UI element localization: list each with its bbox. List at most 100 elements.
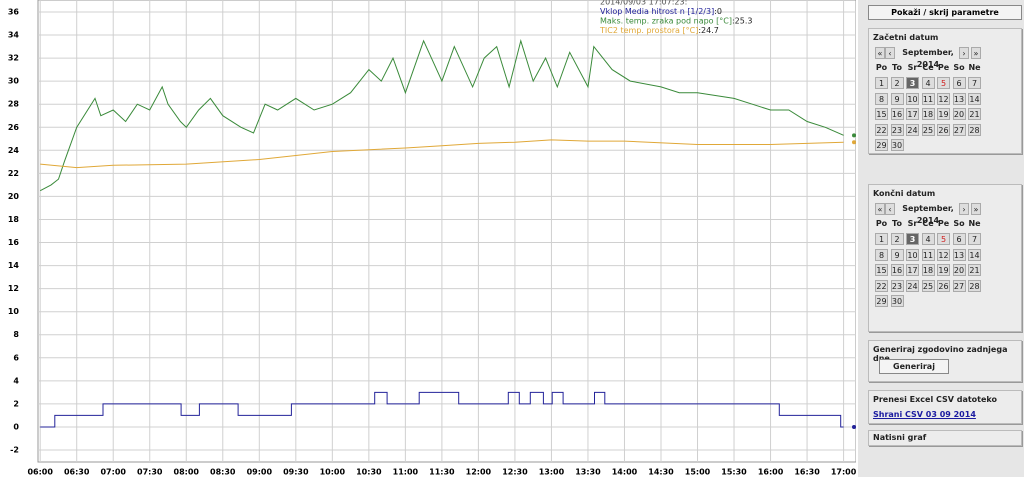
day[interactable]: 1 bbox=[875, 77, 888, 89]
day[interactable]: 13 bbox=[952, 92, 966, 105]
day[interactable]: 28 bbox=[968, 279, 981, 292]
day[interactable]: 14 bbox=[968, 92, 981, 105]
calendar-nav[interactable]: September, 2014 bbox=[902, 204, 954, 225]
y-tick-label: 32 bbox=[8, 54, 19, 63]
day[interactable]: 3 bbox=[906, 233, 919, 245]
toggle-button[interactable]: Pokaži / skrij parametre bbox=[868, 5, 1022, 20]
series-line bbox=[40, 139, 844, 169]
print-label[interactable]: Natisni graf bbox=[873, 433, 927, 442]
calendar-nav[interactable]: » bbox=[971, 47, 981, 59]
day[interactable]: 19 bbox=[937, 108, 950, 120]
legend-entry: Maks. temp. zraka pod napo [°C]:25.3 bbox=[600, 16, 752, 25]
calendar-nav[interactable]: September, 2014 bbox=[902, 48, 954, 69]
day[interactable]: 29 bbox=[875, 295, 888, 307]
legend-name: Vklop Media hitrost n [1/2/3] bbox=[600, 7, 714, 16]
day[interactable]: 19 bbox=[937, 264, 950, 276]
day[interactable]: 26 bbox=[937, 123, 950, 136]
day[interactable]: 14 bbox=[968, 248, 981, 261]
calendar-nav[interactable]: « bbox=[875, 47, 885, 59]
day[interactable]: 11 bbox=[921, 248, 935, 261]
day[interactable]: 1 bbox=[875, 233, 888, 245]
calendar-nav[interactable]: » bbox=[971, 203, 981, 215]
x-tick-label: 08:00 bbox=[174, 468, 200, 477]
calendar-nav[interactable]: ‹ bbox=[885, 203, 895, 215]
series-line bbox=[40, 391, 844, 428]
day[interactable]: 26 bbox=[937, 279, 950, 292]
day[interactable]: 13 bbox=[952, 248, 966, 261]
day[interactable]: 20 bbox=[952, 264, 966, 276]
day[interactable]: 15 bbox=[875, 264, 888, 276]
csv-link[interactable]: Shrani CSV 03 09 2014 bbox=[873, 410, 976, 419]
day[interactable]: 23 bbox=[890, 279, 904, 292]
day[interactable]: 24 bbox=[906, 123, 919, 136]
day[interactable]: 7 bbox=[968, 77, 981, 89]
day[interactable]: 21 bbox=[968, 264, 981, 276]
day[interactable]: 6 bbox=[952, 77, 966, 89]
day[interactable]: 6 bbox=[952, 233, 966, 245]
day[interactable]: 16 bbox=[890, 108, 904, 120]
day[interactable]: 17 bbox=[906, 108, 919, 120]
end-marker bbox=[852, 133, 856, 138]
day[interactable]: 30 bbox=[890, 139, 904, 151]
day[interactable]: 29 bbox=[875, 139, 888, 151]
y-tick-label: 16 bbox=[8, 238, 20, 247]
x-tick-label: 16:00 bbox=[758, 468, 784, 477]
day[interactable]: 4 bbox=[921, 77, 935, 89]
day[interactable]: 18 bbox=[921, 264, 935, 276]
x-tick-label: 10:30 bbox=[356, 468, 382, 477]
day[interactable]: 20 bbox=[952, 108, 966, 120]
day[interactable]: 8 bbox=[875, 248, 888, 261]
weekday: Po bbox=[875, 219, 888, 228]
chart: -202468101214161820222426283032343606:00… bbox=[8, 0, 856, 477]
day[interactable]: 21 bbox=[968, 108, 981, 120]
day[interactable]: 9 bbox=[890, 248, 904, 261]
day[interactable]: 22 bbox=[875, 123, 888, 136]
x-tick-label: 13:00 bbox=[539, 468, 565, 477]
day[interactable]: 8 bbox=[875, 92, 888, 105]
y-tick-label: 36 bbox=[8, 7, 20, 16]
sidebar: Pokaži / skrij parametre Začetni datum «‹… bbox=[858, 0, 1024, 477]
day[interactable]: 24 bbox=[906, 279, 919, 292]
day[interactable]: 27 bbox=[952, 279, 966, 292]
calendar-nav[interactable]: › bbox=[959, 203, 969, 215]
y-tick-label: 26 bbox=[8, 123, 20, 132]
weekday: To bbox=[892, 219, 902, 228]
day[interactable]: 10 bbox=[906, 92, 919, 105]
day[interactable]: 5 bbox=[937, 77, 950, 89]
day[interactable]: 28 bbox=[968, 123, 981, 136]
day[interactable]: 25 bbox=[921, 123, 935, 136]
legend-entry: Vklop Media hitrost n [1/2/3]:0 bbox=[600, 7, 722, 16]
day[interactable]: 11 bbox=[921, 92, 935, 105]
y-tick-label: 30 bbox=[8, 77, 20, 86]
day[interactable]: 25 bbox=[921, 279, 935, 292]
day[interactable]: 10 bbox=[906, 248, 919, 261]
day[interactable]: 17 bbox=[906, 264, 919, 276]
x-tick-label: 16:30 bbox=[794, 468, 820, 477]
calendar-nav[interactable]: ‹ bbox=[885, 47, 895, 59]
day[interactable]: 9 bbox=[890, 92, 904, 105]
day[interactable]: 15 bbox=[875, 108, 888, 120]
day[interactable]: 4 bbox=[921, 233, 935, 245]
day[interactable]: 3 bbox=[906, 77, 919, 89]
weekday: Sr bbox=[907, 219, 918, 228]
day[interactable]: 2 bbox=[890, 233, 904, 245]
day[interactable]: 2 bbox=[890, 77, 904, 89]
day[interactable]: 27 bbox=[952, 123, 966, 136]
calendar-nav[interactable]: « bbox=[875, 203, 885, 215]
day[interactable]: 7 bbox=[968, 233, 981, 245]
day[interactable]: 22 bbox=[875, 279, 888, 292]
series-line bbox=[39, 38, 844, 192]
day[interactable]: 23 bbox=[890, 123, 904, 136]
day[interactable]: 16 bbox=[890, 264, 904, 276]
calendar-nav[interactable]: › bbox=[959, 47, 969, 59]
generate-button[interactable]: Generiraj bbox=[879, 359, 949, 374]
weekday: Ne bbox=[968, 219, 981, 228]
y-tick-label: 0 bbox=[13, 422, 19, 431]
print-panel[interactable]: Natisni graf bbox=[868, 430, 1022, 446]
day[interactable]: 12 bbox=[937, 92, 950, 105]
day[interactable]: 5 bbox=[937, 233, 950, 245]
x-tick-label: 13:30 bbox=[575, 468, 601, 477]
day[interactable]: 18 bbox=[921, 108, 935, 120]
day[interactable]: 30 bbox=[890, 295, 904, 307]
day[interactable]: 12 bbox=[937, 248, 950, 261]
